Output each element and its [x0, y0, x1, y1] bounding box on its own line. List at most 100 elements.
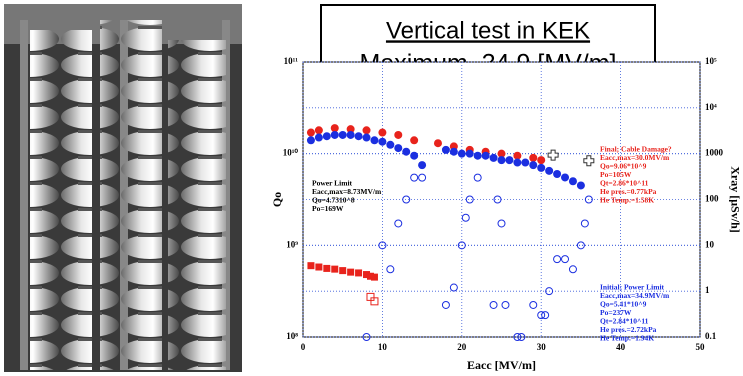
annotation: Eacc,max=8.73MV/m [312, 187, 382, 196]
annotation: Eacc,max=34.9MV/m [600, 291, 670, 300]
annotation: He pres.=0.77kPa [600, 187, 657, 196]
point [378, 137, 387, 146]
y-tick-label: 10⁹ [286, 239, 298, 249]
y2-axis-label: Xray [μSv/h] [728, 166, 742, 232]
annotation: Eacc,max=30.0MV/m [600, 153, 670, 162]
point [307, 262, 315, 270]
point [410, 136, 419, 145]
point [449, 147, 458, 156]
point [338, 130, 347, 139]
point [330, 130, 339, 139]
point [331, 265, 339, 273]
annotation: Qo=9.06*10^9 [600, 162, 647, 171]
point [386, 265, 395, 274]
point [378, 241, 387, 250]
photo [4, 4, 242, 372]
point [339, 267, 347, 275]
point [315, 263, 323, 271]
annotation: He Temp.=1.58K [600, 196, 654, 205]
annotation: He pres.=2.72kPa [600, 325, 657, 334]
point [433, 139, 442, 148]
point [441, 145, 450, 154]
point [457, 241, 466, 250]
x-tick-label: 20 [457, 342, 467, 352]
y2-tick-label: 100 [705, 194, 719, 204]
point [529, 300, 538, 309]
point [418, 173, 427, 182]
point [346, 125, 355, 134]
point [513, 333, 522, 341]
point [541, 311, 550, 320]
point [441, 300, 450, 309]
annotation: Final; Cable Damage? [600, 145, 672, 154]
point [386, 140, 395, 149]
point [370, 297, 379, 306]
point [561, 173, 570, 182]
point [355, 269, 363, 277]
y-axis-label: Qo [270, 192, 284, 207]
point [584, 195, 593, 204]
point [378, 128, 387, 137]
point [418, 161, 427, 170]
point [553, 170, 562, 179]
point [580, 219, 589, 228]
point [370, 136, 379, 145]
point [545, 166, 554, 175]
point [410, 173, 419, 182]
point [362, 126, 371, 135]
x-tick-label: 30 [537, 342, 547, 352]
point [568, 265, 577, 274]
x-tick-label: 10 [378, 342, 388, 352]
point [362, 333, 371, 341]
point [497, 156, 506, 165]
point [402, 147, 411, 156]
y-tick-label: 10¹⁰ [283, 148, 299, 158]
point [473, 173, 482, 182]
annotation: Po=237W [600, 308, 632, 317]
point [457, 149, 466, 158]
point [537, 156, 546, 165]
point [489, 153, 498, 162]
y2-tick-label: 10 [705, 239, 715, 249]
point [583, 155, 595, 167]
point [330, 124, 339, 133]
point [547, 149, 559, 161]
point [346, 130, 355, 139]
point [497, 149, 506, 158]
y2-tick-label: 1 [705, 285, 710, 295]
point [493, 195, 502, 204]
point [465, 149, 474, 158]
point [537, 311, 546, 320]
y2-tick-label: 1000 [705, 148, 724, 158]
point [370, 273, 378, 281]
point [366, 272, 374, 280]
y2-tick-label: 10⁴ [705, 102, 717, 112]
point [347, 268, 355, 276]
point [537, 163, 546, 172]
y2-tick-label: 10⁵ [705, 56, 717, 66]
point [306, 128, 315, 137]
point [497, 219, 506, 228]
annotation: Qo=4.7310^8 [312, 196, 355, 205]
point [576, 241, 585, 250]
point [568, 177, 577, 186]
annotation: Po=169W [312, 204, 344, 213]
point [322, 132, 331, 141]
title: Vertical test in KEK [386, 17, 590, 44]
point [394, 219, 403, 228]
annotation: Po=105W [600, 170, 632, 179]
point [362, 133, 371, 142]
point [501, 300, 510, 309]
point [402, 195, 411, 204]
annotation: He Temp.=1.94K [600, 334, 654, 343]
annotation: Power Limit [312, 179, 353, 188]
point [323, 264, 331, 272]
point [461, 213, 470, 222]
point [410, 151, 419, 160]
point [489, 300, 498, 309]
annotation: Qt=2.86*10^11 [600, 179, 649, 188]
point [314, 133, 323, 142]
x-tick-label: 50 [696, 342, 706, 352]
point [449, 283, 458, 292]
